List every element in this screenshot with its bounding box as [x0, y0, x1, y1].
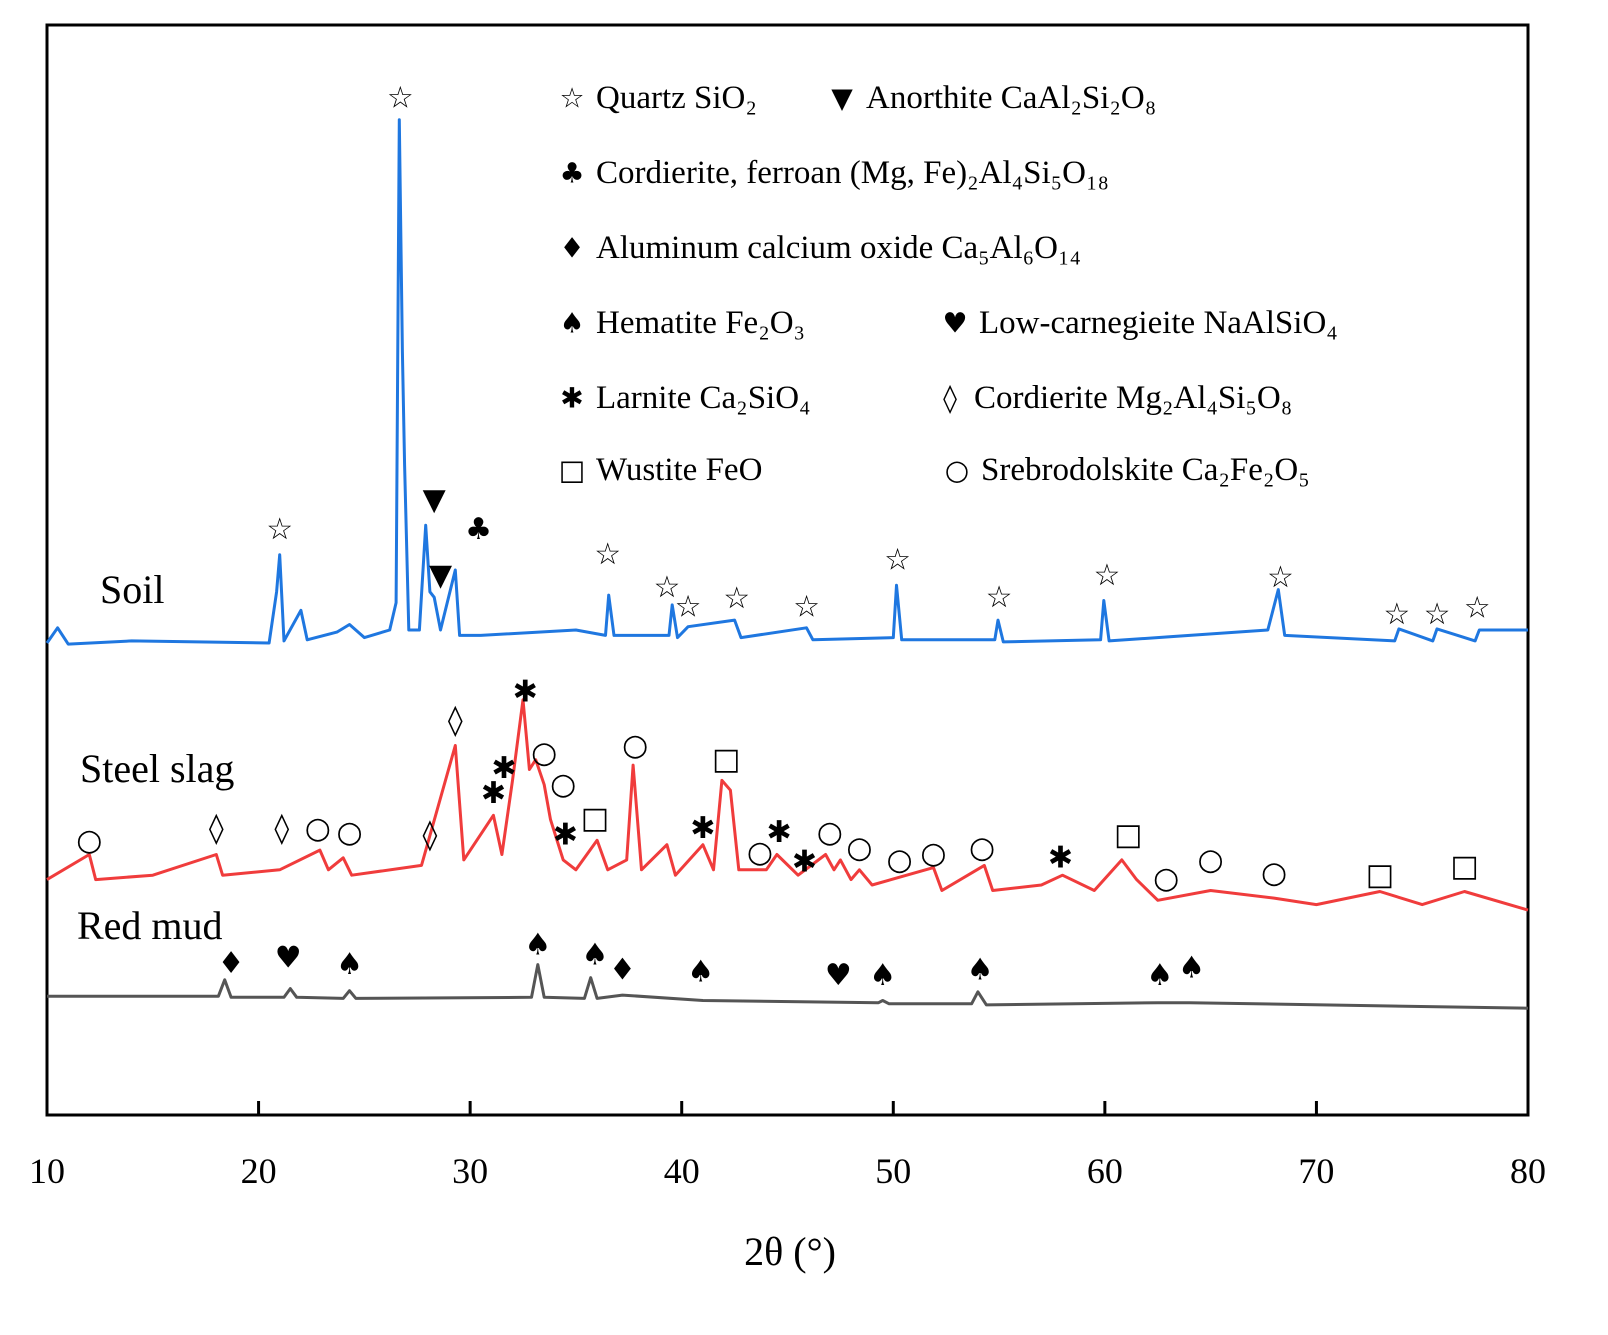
legend-text: Anorthite CaAl₂Si₂O₈ — [866, 80, 1156, 116]
peak-marker: ☆ — [387, 81, 414, 116]
legend-text: Cordierite Mg₂Al₄Si₅O₈ — [974, 380, 1292, 416]
peak-marker: ♣ — [465, 512, 492, 547]
legend-text: Quartz SiO₂ — [596, 80, 757, 116]
series-line — [46, 698, 1529, 912]
series-line — [45, 118, 1528, 646]
peak-marker: □ — [1114, 817, 1142, 852]
peak-marker: ○ — [531, 736, 557, 771]
series-line — [47, 963, 1529, 1010]
peak-marker: ♦ — [609, 953, 636, 988]
peak-marker: ☆ — [1383, 597, 1410, 632]
legend-symbol: ♠ — [559, 307, 584, 340]
legend-text: Aluminum calcium oxide Ca₅Al₆O₁₄ — [596, 230, 1081, 266]
legend-text: Wustite FeO — [596, 452, 762, 488]
x-axis-label: 2θ (°) — [744, 1229, 836, 1274]
series-label: Steel slag — [80, 746, 234, 791]
peak-marker: ○ — [336, 815, 362, 850]
peak-marker: ☆ — [1094, 558, 1121, 593]
legend-symbol: ○ — [945, 454, 969, 487]
peak-marker: ♥ — [825, 958, 852, 993]
peak-marker: ✱ — [513, 675, 538, 710]
peak-marker: ○ — [920, 836, 946, 871]
plot-frame — [45, 23, 1530, 1117]
peak-marker: ☆ — [986, 580, 1013, 615]
peak-marker: □ — [1450, 849, 1478, 884]
peak-marker: ♠ — [869, 958, 896, 993]
x-tick-label: 80 — [1510, 1151, 1546, 1191]
peak-marker: ☆ — [1267, 560, 1294, 595]
peak-marker: ♠ — [967, 953, 994, 988]
peak-marker: ♠ — [1146, 958, 1173, 993]
peak-marker: □ — [581, 801, 609, 836]
peak-marker: ✱ — [792, 845, 817, 880]
peak-marker: ☆ — [1424, 597, 1451, 632]
peak-marker: ○ — [817, 815, 843, 850]
peak-marker: □ — [1366, 858, 1394, 893]
peak-marker: ♠ — [336, 947, 363, 982]
peak-marker: ☆ — [1464, 591, 1491, 626]
peak-marker: ○ — [1261, 856, 1287, 891]
legend-symbol: ♥ — [942, 307, 967, 340]
peak-marker: ✱ — [766, 815, 791, 850]
peak-marker: ☆ — [266, 512, 293, 547]
peak-marker: ▼ — [429, 558, 452, 593]
peak-marker: ♥ — [275, 941, 302, 976]
peak-marker: ○ — [622, 728, 648, 763]
legend-text: Cordierite, ferroan (Mg, Fe)₂Al₄Si₅O₁₈ — [596, 155, 1109, 191]
legend-text: Low-carnegieite NaAlSiO₄ — [979, 305, 1338, 341]
peak-marker: ♠ — [582, 937, 609, 972]
peak-marker: ◊ — [423, 817, 438, 852]
legend-text: Hematite Fe₂O₃ — [596, 305, 805, 341]
peak-marker: ☆ — [723, 581, 750, 616]
peak-marker: ☆ — [793, 590, 820, 625]
peak-marker: ✱ — [690, 811, 715, 846]
peak-marker: ✱ — [481, 776, 506, 811]
peak-marker: ✱ — [553, 817, 578, 852]
peak-marker: ◊ — [209, 811, 224, 846]
peak-marker: ▼ — [423, 483, 446, 518]
peak-marker: □ — [712, 742, 740, 777]
peak-marker: ♠ — [524, 927, 551, 962]
legend-symbol: ✱ — [560, 382, 583, 415]
x-tick-label: 20 — [241, 1151, 277, 1191]
peak-marker: ◊ — [274, 811, 289, 846]
peak-marker: ☆ — [594, 537, 621, 572]
legend-symbol: ☆ — [559, 82, 584, 115]
peak-marker: ✱ — [1048, 840, 1073, 875]
x-tick-label: 60 — [1087, 1151, 1123, 1191]
peak-marker: ○ — [550, 767, 576, 802]
x-tick-label: 10 — [29, 1151, 65, 1191]
peak-marker: ✱ — [491, 751, 516, 786]
series-label: Soil — [100, 567, 164, 612]
peak-marker: ○ — [846, 830, 872, 865]
legend-symbol: ◊ — [943, 382, 957, 415]
x-tick-label: 50 — [875, 1151, 911, 1191]
peak-marker: ○ — [305, 811, 331, 846]
peak-marker: ○ — [1198, 842, 1224, 877]
peak-marker: ○ — [76, 823, 102, 858]
x-tick-label: 70 — [1298, 1151, 1334, 1191]
peak-marker: ○ — [747, 835, 773, 870]
x-tick-label: 30 — [452, 1151, 488, 1191]
peak-marker: ♦ — [218, 946, 245, 981]
legend-symbol: ♦ — [559, 232, 584, 265]
peak-marker: ☆ — [653, 570, 680, 605]
peak-marker: ☆ — [675, 590, 702, 625]
legend-text: Larnite Ca₂SiO₄ — [596, 380, 811, 416]
peak-marker: ◊ — [448, 703, 463, 738]
peak-marker: ○ — [969, 830, 995, 865]
peak-marker: ○ — [1153, 861, 1179, 896]
legend-symbol: ♣ — [559, 157, 584, 190]
peak-marker: ♠ — [1178, 950, 1205, 985]
legend-symbol: ▼ — [831, 82, 853, 115]
series-label: Red mud — [77, 903, 223, 948]
legend-text: Srebrodolskite Ca₂Fe₂O₅ — [981, 452, 1310, 488]
x-tick-label: 40 — [664, 1151, 700, 1191]
peak-marker: ♠ — [687, 955, 714, 990]
peak-marker: ☆ — [884, 543, 911, 578]
peak-marker: ○ — [887, 842, 913, 877]
legend-symbol: □ — [559, 454, 585, 487]
